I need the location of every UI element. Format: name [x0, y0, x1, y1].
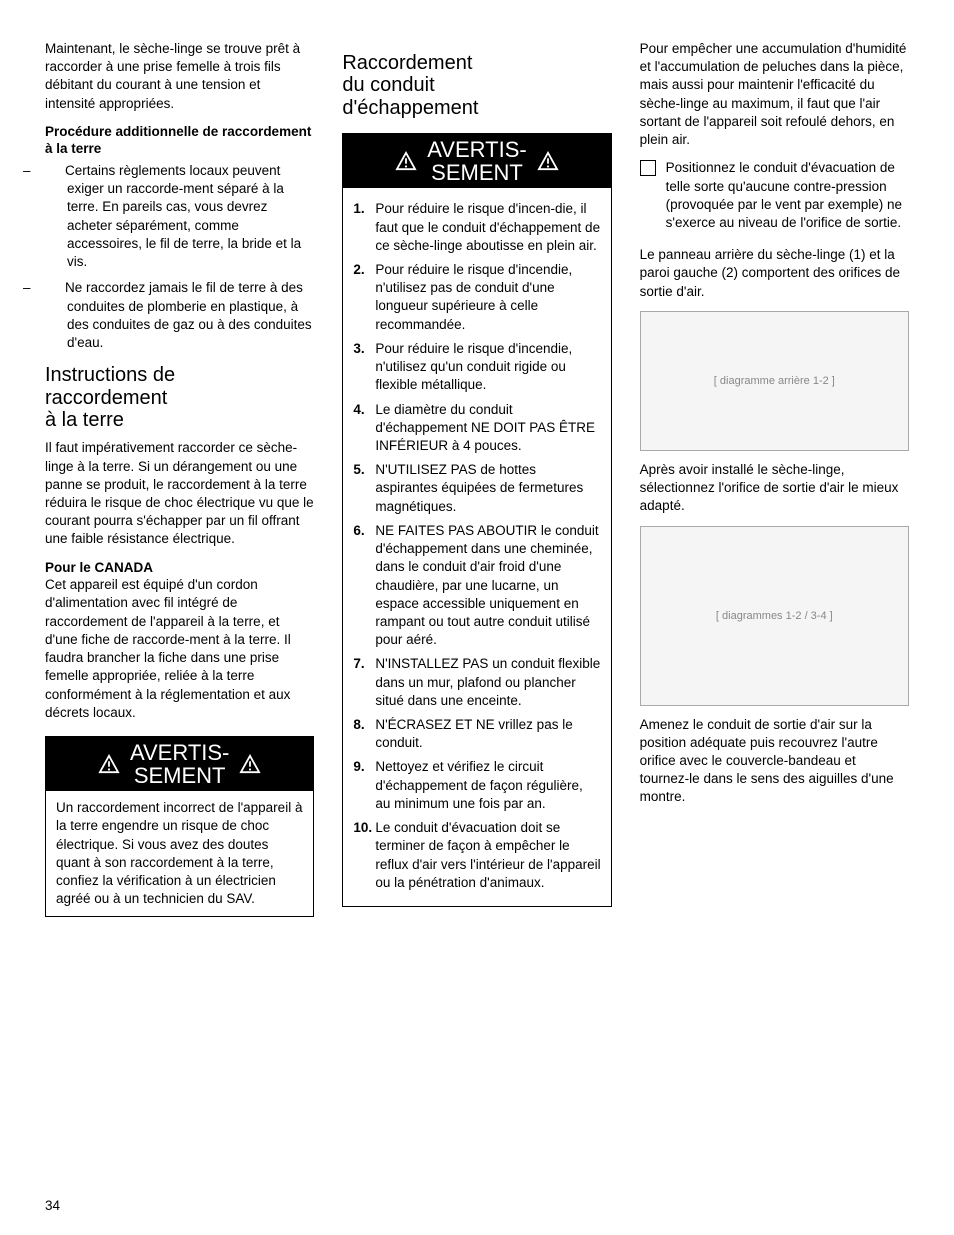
list-item: N'UTILISEZ PAS de hottes aspirantes équi… [353, 461, 600, 516]
page-number: 34 [45, 1198, 909, 1213]
heading-exhaust: Raccordement du conduit d'échappement [342, 52, 611, 119]
checkbox-item-positioning: Positionnez le conduit d'évacuation de t… [640, 159, 909, 232]
checkbox-text: Positionnez le conduit d'évacuation de t… [666, 159, 909, 232]
canada-heading: Pour le CANADA [45, 559, 314, 577]
warning-triangle-icon [239, 754, 261, 774]
heading-grounding: Instructions de raccordement à la terre [45, 364, 314, 431]
figure-outlet-options: [ diagrammes 1-2 / 3-4 ] [640, 526, 909, 706]
list-item: NE FAITES PAS ABOUTIR le conduit d'échap… [353, 522, 600, 650]
list-item: Pour réduire le risque d'incendie, n'uti… [353, 340, 600, 395]
intro-paragraph: Maintenant, le sèche-linge se trouve prê… [45, 40, 314, 113]
warning-triangle-icon [537, 151, 559, 171]
grounding-paragraph: Il faut impérativement raccorder ce sèch… [45, 439, 314, 548]
warning-box-grounding: AVERTIS-SEMENT Un raccordement incorrect… [45, 736, 314, 918]
checkbox-icon [640, 160, 656, 176]
col3-intro: Pour empêcher une accumulation d'humidit… [640, 40, 909, 149]
sub-heading-procedure: Procédure additionnelle de raccordement … [45, 123, 314, 158]
figure-rear-outlets: [ diagramme arrière 1-2 ] [640, 311, 909, 451]
cover-paragraph: Amenez le conduit de sortie d'air sur la… [640, 716, 909, 807]
exhaust-warning-list: Pour réduire le risque d'incen-die, il f… [353, 200, 600, 892]
grounding-bullet-list: –Certains règlements locaux peuvent exig… [45, 162, 314, 352]
list-item: Nettoyez et vérifiez le circuit d'échapp… [353, 758, 600, 813]
rear-panel-paragraph: Le panneau arrière du sèche-linge (1) et… [640, 246, 909, 301]
list-item: N'ÉCRASEZ ET NE vrillez pas le conduit. [353, 716, 600, 752]
list-item: Le diamètre du conduit d'échappement NE … [353, 401, 600, 456]
warning-triangle-icon [98, 754, 120, 774]
canada-paragraph: Cet appareil est équipé d'un cordon d'al… [45, 576, 314, 722]
select-outlet-paragraph: Après avoir installé le sèche-linge, sél… [640, 461, 909, 516]
warning-body: Un raccordement incorrect de l'appareil … [46, 791, 313, 916]
list-item: –Ne raccordez jamais le fil de terre à d… [45, 279, 314, 352]
list-item: –Certains règlements locaux peuvent exig… [45, 162, 314, 271]
warning-title: AVERTIS-SEMENT [130, 741, 229, 787]
warning-box-exhaust: AVERTIS-SEMENT Pour réduire le risque d'… [342, 133, 611, 907]
warning-triangle-icon [395, 151, 417, 171]
list-item: Pour réduire le risque d'incendie, n'uti… [353, 261, 600, 334]
list-item: N'INSTALLEZ PAS un conduit flexible dans… [353, 655, 600, 710]
list-item: Le conduit d'évacuation doit se terminer… [353, 819, 600, 892]
warning-title: AVERTIS-SEMENT [427, 138, 526, 184]
list-item: Pour réduire le risque d'incen-die, il f… [353, 200, 600, 255]
